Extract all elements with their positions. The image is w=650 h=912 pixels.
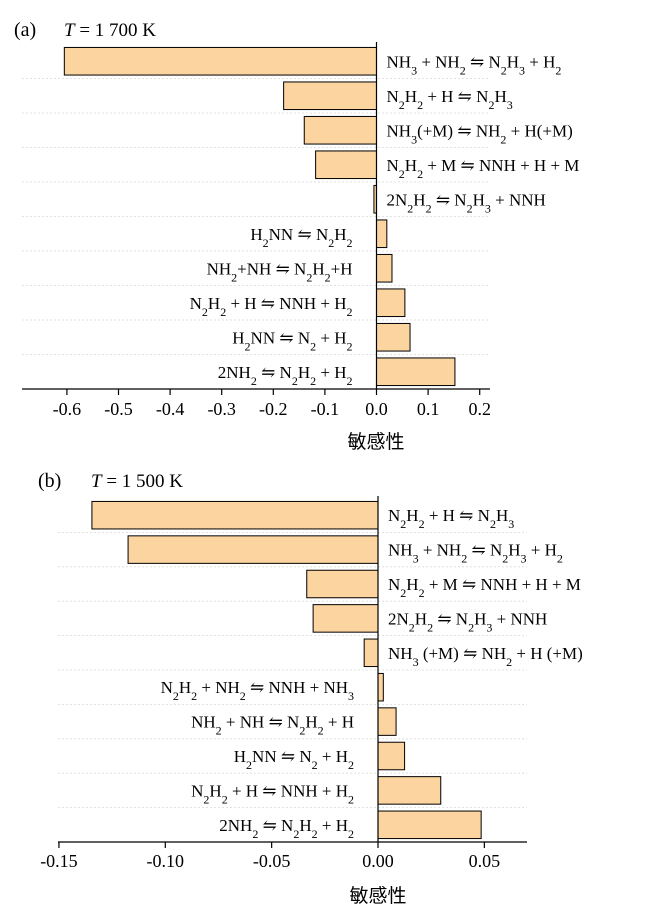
x-tick-label: -0.05 [253, 851, 291, 871]
bar [315, 150, 377, 180]
reaction-label: 2N2H2 ⇋ N2H3 + NNH [388, 609, 547, 634]
x-tick-label: -0.1 [311, 399, 340, 419]
panel-b-temperature: T = 1 500 K [91, 471, 183, 492]
reaction-label: 2N2H2 ⇋ N2H3 + NNH [387, 190, 546, 215]
x-tick-label: -0.5 [104, 399, 133, 419]
panel-a-axes [22, 42, 490, 395]
reaction-label: NH3 + NH2 ⇋ N2H3 + H2 [388, 541, 563, 566]
chart-panel-a: (a) T = 1 700 K NH3 + NH2 ⇋ N2H3 + H2 N2H… [14, 19, 579, 453]
panel-a-temp-var: T [64, 20, 76, 41]
x-tick-label: 0.00 [362, 851, 394, 871]
reaction-label: H2NN ⇋ N2 + H2 [234, 747, 354, 772]
reaction-label: 2NH2 ⇋ N2H2 + H2 [218, 363, 353, 388]
reaction-label: NH3 + NH2 ⇋ N2H3 + H2 [387, 52, 562, 77]
reaction-label: NH2+NH ⇋ N2H2+H [207, 259, 353, 284]
panel-b-temp-var: T [91, 471, 103, 492]
reaction-label: H2NN ⇋ N2H2 [250, 225, 352, 250]
x-tick-label: -0.6 [53, 399, 82, 419]
bar [377, 672, 384, 702]
bar [303, 115, 378, 145]
panel-b-temp-value: = 1 500 K [102, 471, 184, 492]
reaction-label: 2NH2 ⇋ N2H2 + H2 [219, 816, 354, 841]
x-tick-label: -0.15 [40, 851, 78, 871]
bar [363, 638, 379, 668]
reaction-label: NH3(+M) ⇋ NH2 + H(+M) [387, 121, 573, 146]
reaction-label: N2H2 + H ⇋ N2H3 [388, 506, 514, 531]
reaction-label: NH2 + NH ⇋ N2H2 + H [191, 713, 354, 738]
reaction-label: N2H2 + M ⇋ NNH + H + M [387, 156, 580, 181]
bar [377, 810, 482, 840]
x-tick-label: -0.4 [156, 399, 185, 419]
panel-a-temperature: T = 1 700 K [64, 20, 156, 41]
x-tick-label: -0.2 [259, 399, 288, 419]
reaction-label: N2H2 + NH2 ⇋ NNH + NH3 [161, 678, 354, 703]
bar [91, 500, 379, 530]
reaction-label: N2H2 + H ⇋ N2H3 [387, 87, 513, 112]
bar [377, 741, 406, 771]
panel-a-tick-labels: -0.6 -0.5 -0.4 -0.3 -0.2 -0.1 0.0 0.1 0.2 [53, 399, 491, 419]
panel-b-grid [58, 532, 527, 808]
panel-b-tag: (b) [38, 470, 61, 492]
bar [63, 46, 377, 76]
panel-b-axes [58, 496, 527, 848]
panel-b-x-axis-label: 敏感性 [349, 885, 406, 907]
reaction-label: N2H2 + M ⇋ NNH + H + M [388, 575, 581, 600]
panel-a-tag: (a) [14, 19, 36, 41]
bar [376, 253, 393, 283]
reaction-label: N2H2 + H ⇋ NNH + H2 [191, 781, 354, 806]
panel-a-grid [22, 78, 490, 355]
bar [376, 219, 388, 249]
panel-a-x-axis-label: 敏感性 [347, 431, 404, 453]
bar [127, 535, 379, 564]
bar [377, 707, 397, 736]
bar [283, 81, 377, 111]
bar [376, 322, 411, 352]
x-tick-label: 0.1 [417, 399, 440, 419]
reaction-label: NH3 (+M) ⇋ NH2 + H (+M) [388, 644, 583, 669]
bar [376, 357, 456, 387]
chart-panel-b: (b) T = 1 500 K N2H2 + H ⇋ N2H3 NH3 + NH2… [38, 470, 583, 907]
bar [312, 604, 379, 633]
panel-b-tick-labels: -0.15 -0.10 -0.05 0.00 0.05 [40, 851, 500, 871]
x-tick-label: 0.05 [469, 851, 501, 871]
reaction-label: N2H2 + H ⇋ NNH + H2 [190, 294, 353, 319]
x-tick-label: -0.10 [147, 851, 185, 871]
panel-a-temp-value: = 1 700 K [75, 20, 157, 41]
bar [376, 288, 406, 318]
x-tick-label: 0.0 [365, 399, 388, 419]
bar [306, 569, 379, 599]
x-tick-label: -0.3 [207, 399, 236, 419]
x-tick-label: 0.2 [468, 399, 491, 419]
bar [377, 776, 442, 805]
reaction-label: H2NN ⇋ N2 + H2 [232, 328, 352, 353]
